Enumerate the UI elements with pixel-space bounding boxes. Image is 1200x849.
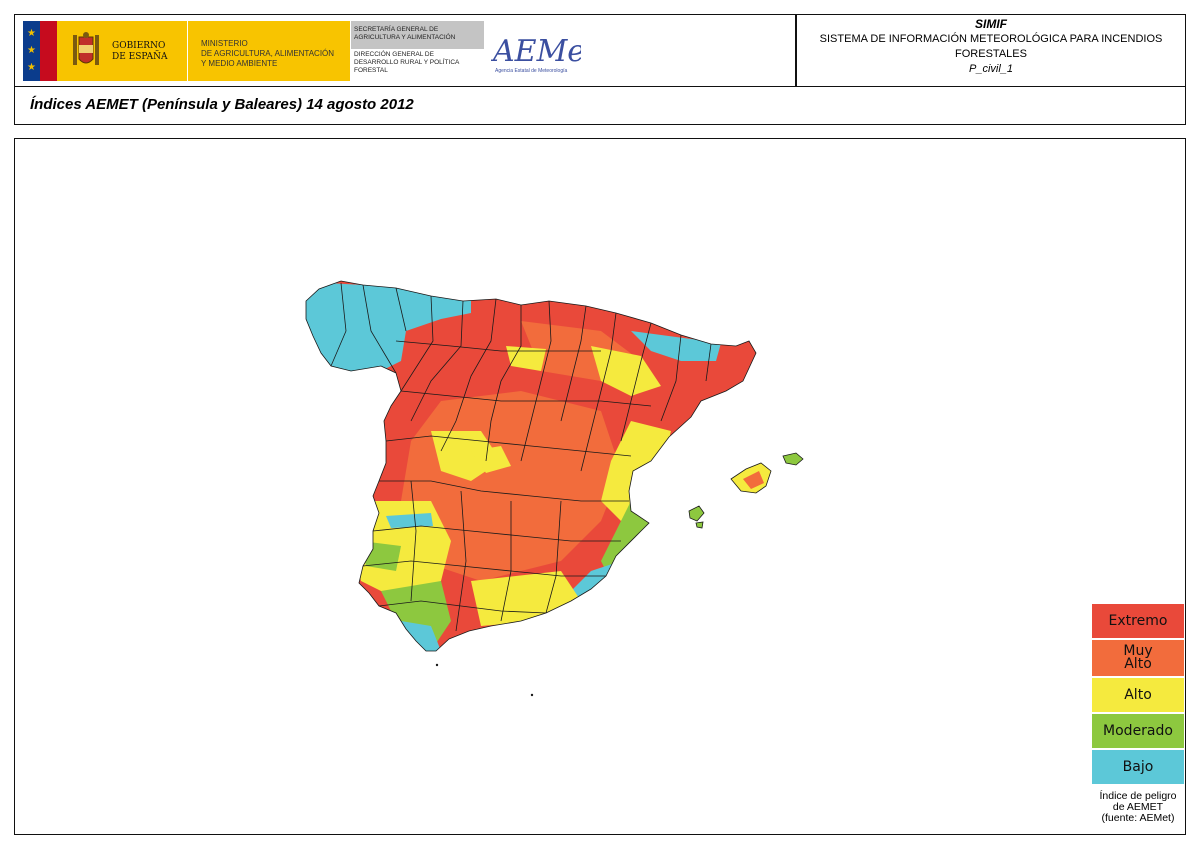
legend-alto: Alto: [1091, 677, 1185, 713]
legend-muy-alto-label: Muy Alto: [1123, 643, 1153, 672]
map-title: Índices AEMET (Península y Baleares) 14 …: [30, 96, 414, 113]
aemet-logo-text: AEMet: [491, 34, 581, 69]
direccion-text: DIRECCIÓN GENERAL DE DESARROLLO RURAL Y …: [354, 51, 460, 74]
system-short-name: SIMIF: [975, 17, 1007, 31]
title-bar: Índices AEMET (Península y Baleares) 14 …: [14, 86, 1186, 125]
coat-of-arms-icon: [73, 32, 99, 65]
gobierno-text: GOBIERNO DE ESPAÑA: [112, 41, 168, 62]
island-ibiza: [688, 505, 705, 522]
enclave-dot: [530, 693, 534, 697]
province-borders: [305, 280, 757, 652]
legend-muy-alto: Muy Alto: [1091, 639, 1185, 677]
zone-alto-north: [506, 346, 546, 371]
legend-extremo: Extremo: [1091, 603, 1185, 639]
secretaria-block: SECRETARÍA GENERAL DE AGRICULTURA Y ALIM…: [351, 21, 484, 49]
gobierno-logo: GOBIERNO DE ESPAÑA: [57, 21, 187, 81]
legend-moderado: Moderado: [1091, 713, 1185, 749]
product-code: P_civil_1: [968, 63, 1014, 75]
island-menorca: [782, 452, 804, 466]
zone-bajo-pyrenees: [631, 331, 721, 361]
zone-bajo-southcoast: [401, 621, 441, 651]
map-frame: [14, 138, 1186, 835]
aemet-logo: AEMet Agencia Estatal de Meteorología: [491, 34, 581, 74]
legend-caption: Índice de peligro de AEMET (fuente: AEMe…: [1099, 790, 1177, 824]
zone-bajo-west: [386, 513, 433, 528]
legend-bajo: Bajo: [1091, 749, 1185, 785]
spain-fire-risk-map: [305, 280, 804, 697]
enclave-dot: [435, 663, 439, 667]
header-divider: [795, 15, 797, 86]
island-formentera: [695, 521, 704, 529]
secretaria-text: SECRETARÍA GENERAL DE AGRICULTURA Y ALIM…: [354, 26, 456, 41]
aemet-subtitle: Agencia Estatal de Meteorología: [495, 68, 567, 74]
island-mallorca-east: [743, 471, 764, 489]
zone-bajo-galicia: [306, 281, 471, 373]
spain-flag-icon: ★ ★ ★: [23, 21, 57, 81]
system-full-name-line1: SISTEMA DE INFORMACIÓN METEOROLÓGICA PAR…: [819, 33, 1163, 45]
zone-alto-madrid: [471, 446, 511, 473]
system-full-name-line2: FORESTALES: [955, 48, 1027, 60]
map-legend: Extremo Muy Alto Alto Moderado Bajo Índi…: [1091, 603, 1185, 824]
header-panel: ★ ★ ★ GOBIERNO DE ESPAÑA MINISTERIO DE A…: [14, 14, 1186, 87]
ministerio-logo: MINISTERIO DE AGRICULTURA, ALIMENTACIÓN …: [188, 21, 350, 81]
zone-alto-south: [471, 571, 581, 626]
system-info: SIMIF SISTEMA DE INFORMACIÓN METEOROLÓGI…: [797, 15, 1185, 77]
zone-alto-ebro: [591, 346, 661, 396]
ministerio-text: MINISTERIO DE AGRICULTURA, ALIMENTACIÓN …: [201, 39, 335, 68]
